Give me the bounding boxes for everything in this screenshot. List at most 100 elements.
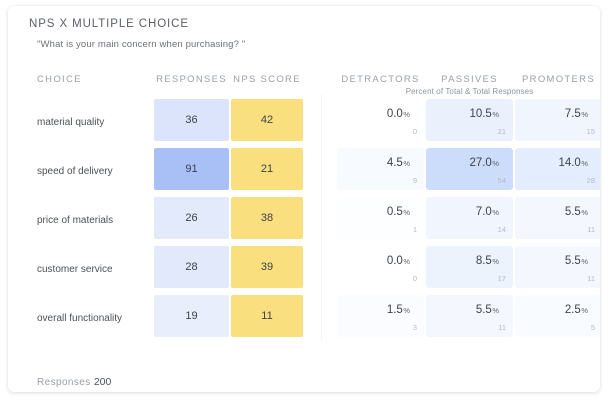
cell-passives-count: 11 — [498, 323, 506, 332]
percent-value: 7.0 — [475, 206, 492, 218]
cell-responses[interactable]: 91 — [154, 148, 229, 190]
row-label-choice: speed of delivery — [37, 166, 113, 177]
percent-value: 1.5 — [386, 304, 403, 316]
cell-detractors-count: 3 — [412, 323, 417, 332]
percent-sign: % — [581, 110, 588, 119]
cell-promoters-percent: 14.0% — [515, 157, 588, 169]
percent-value: 2.5 — [564, 304, 581, 316]
cell-responses[interactable]: 26 — [154, 197, 229, 239]
percent-value: 0.0 — [386, 255, 403, 267]
row-label-choice: price of materials — [37, 215, 114, 226]
page-title: NPS X MULTIPLE CHOICE — [29, 18, 189, 30]
cell-promoters[interactable]: 5.5% 11 — [515, 197, 600, 239]
percent-sign: % — [403, 306, 410, 315]
cell-promoters-count: 11 — [587, 225, 595, 234]
cell-nps-score[interactable]: 11 — [231, 295, 303, 337]
cell-passives-percent: 8.5% — [426, 255, 499, 267]
cell-detractors-count: 0 — [412, 127, 417, 136]
responses-footer-value: 200 — [93, 376, 112, 388]
percent-value: 5.5 — [564, 206, 581, 218]
cell-nps-score[interactable]: 39 — [231, 246, 303, 288]
percent-sign: % — [492, 306, 499, 315]
column-header-responses: RESPONSES — [156, 74, 227, 85]
cell-promoters-count: 28 — [586, 176, 595, 185]
cell-passives-count: 54 — [497, 176, 506, 185]
cell-responses[interactable]: 28 — [154, 246, 229, 288]
cell-passives-percent: 5.5% — [426, 304, 499, 316]
percent-value: 4.5 — [386, 157, 403, 169]
cell-detractors[interactable]: 1.5% 3 — [337, 295, 424, 337]
cell-passives-percent: 7.0% — [426, 206, 499, 218]
cell-promoters-count: 11 — [587, 274, 595, 283]
section-divider — [321, 94, 322, 340]
question-subtitle: "What is your main concern when purchasi… — [37, 39, 246, 50]
percent-value: 5.5 — [475, 304, 492, 316]
column-header-detractors: DETRACTORS — [341, 74, 420, 85]
percent-value: 8.5 — [475, 255, 492, 267]
cell-promoters[interactable]: 7.5% 15 — [515, 99, 600, 141]
percent-of-total-caption: Percent of Total & Total Responses — [405, 87, 534, 96]
cell-detractors[interactable]: 0.0% 0 — [337, 99, 424, 141]
column-header-choice: CHOICE — [37, 74, 82, 85]
percent-value: 7.5 — [564, 108, 581, 120]
cell-passives-count: 17 — [497, 274, 506, 283]
cell-promoters-percent: 7.5% — [515, 108, 588, 120]
responses-footer: Responses 200 — [37, 376, 111, 388]
percent-sign: % — [403, 257, 410, 266]
cell-promoters[interactable]: 14.0% 28 — [515, 148, 600, 190]
cell-promoters[interactable]: 5.5% 11 — [515, 246, 600, 288]
cell-passives[interactable]: 5.5% 11 — [426, 295, 513, 337]
cell-promoters[interactable]: 2.5% 5 — [515, 295, 600, 337]
cell-detractors[interactable]: 0.0% 0 — [337, 246, 424, 288]
cell-nps-score[interactable]: 21 — [231, 148, 303, 190]
percent-value: 10.5 — [469, 108, 492, 120]
cell-passives-percent: 10.5% — [426, 108, 499, 120]
percent-sign: % — [403, 159, 410, 168]
cell-responses[interactable]: 36 — [154, 99, 229, 141]
percent-sign: % — [581, 208, 588, 217]
column-header-passives: PASSIVES — [441, 74, 498, 85]
percent-sign: % — [581, 257, 588, 266]
cell-detractors-count: 9 — [412, 176, 417, 185]
cell-promoters-percent: 5.5% — [515, 206, 588, 218]
percent-sign: % — [403, 110, 410, 119]
cell-promoters-count: 15 — [586, 127, 595, 136]
cell-promoters-count: 5 — [590, 323, 595, 332]
cell-detractors-percent: 1.5% — [337, 304, 410, 316]
cell-detractors[interactable]: 0.5% 1 — [337, 197, 424, 239]
cell-passives[interactable]: 27.0% 54 — [426, 148, 513, 190]
cell-responses[interactable]: 19 — [154, 295, 229, 337]
cell-promoters-percent: 5.5% — [515, 255, 588, 267]
cell-passives-percent: 27.0% — [426, 157, 499, 169]
percent-value: 0.0 — [386, 108, 403, 120]
percent-value: 27.0 — [469, 157, 492, 169]
nps-multiple-choice-card: NPS X MULTIPLE CHOICE "What is your main… — [8, 6, 600, 392]
percent-sign: % — [581, 306, 588, 315]
cell-passives[interactable]: 8.5% 17 — [426, 246, 513, 288]
percent-sign: % — [492, 208, 499, 217]
percent-sign: % — [492, 159, 499, 168]
cell-passives[interactable]: 10.5% 21 — [426, 99, 513, 141]
cell-detractors-percent: 4.5% — [337, 157, 410, 169]
percent-value: 0.5 — [386, 206, 403, 218]
cell-passives[interactable]: 7.0% 14 — [426, 197, 513, 239]
column-header-promoters: PROMOTERS — [522, 74, 595, 85]
row-label-choice: customer service — [37, 264, 113, 275]
cell-nps-score[interactable]: 42 — [231, 99, 303, 141]
cell-detractors-percent: 0.0% — [337, 108, 410, 120]
cell-detractors-count: 0 — [412, 274, 417, 283]
cell-detractors-percent: 0.5% — [337, 206, 410, 218]
cell-passives-count: 21 — [497, 127, 506, 136]
percent-sign: % — [403, 208, 410, 217]
row-label-choice: overall functionality — [37, 313, 123, 324]
row-label-choice: material quality — [37, 117, 105, 128]
cell-passives-count: 14 — [497, 225, 506, 234]
cell-detractors-percent: 0.0% — [337, 255, 410, 267]
cell-detractors[interactable]: 4.5% 9 — [337, 148, 424, 190]
responses-footer-label: Responses — [37, 377, 91, 388]
cell-detractors-count: 1 — [412, 225, 417, 234]
percent-value: 14.0 — [558, 157, 581, 169]
cell-promoters-percent: 2.5% — [515, 304, 588, 316]
cell-nps-score[interactable]: 38 — [231, 197, 303, 239]
percent-sign: % — [492, 110, 499, 119]
